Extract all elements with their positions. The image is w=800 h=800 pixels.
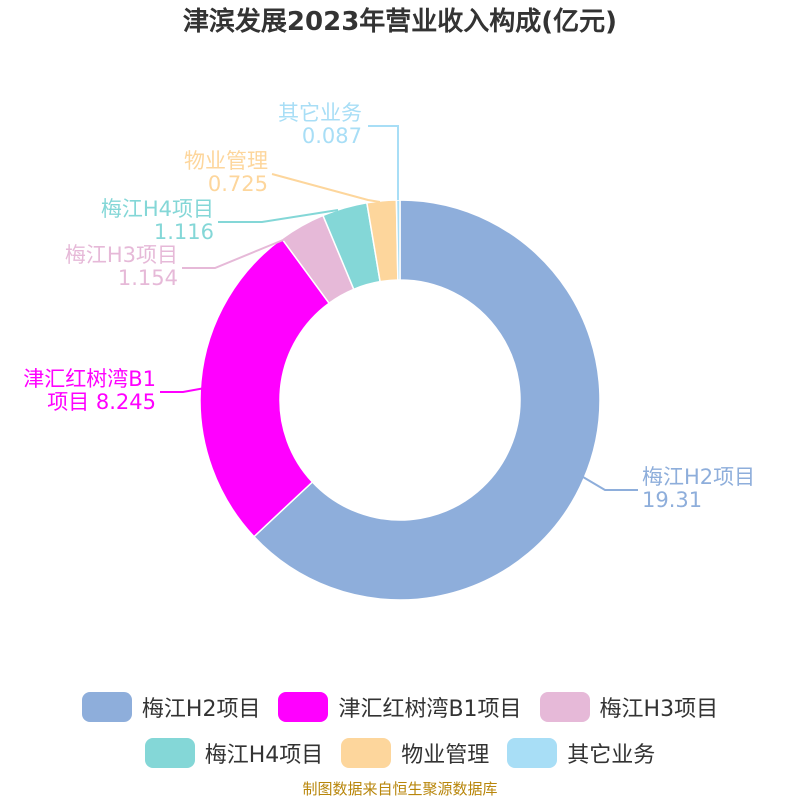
source-note: 制图数据来自恒生聚源数据库 <box>302 780 498 798</box>
legend-item-mj-h4[interactable]: 梅江H4项目 <box>144 737 324 769</box>
legend-label: 梅江H4项目 <box>204 743 324 768</box>
leader-line <box>182 237 289 269</box>
legend-swatch <box>539 692 590 722</box>
data-label-value: 1.116 <box>154 220 214 244</box>
data-label-name: 梅江H2项目 <box>642 465 755 489</box>
legend-item-mj-h2[interactable]: 梅江H2项目 <box>81 691 261 723</box>
legend-row-2: 梅江H4项目 物业管理 其它业务 <box>0 730 800 776</box>
legend-label: 其它业务 <box>567 743 656 768</box>
data-label-name: 梅江H4项目 <box>101 197 214 221</box>
legend-swatch <box>507 738 558 768</box>
donut-slice[interactable] <box>199 237 331 538</box>
leader-line <box>582 476 638 491</box>
legend-swatch <box>278 692 329 722</box>
leader-line <box>218 209 339 223</box>
legend-row-1: 梅江H2项目 津汇红树湾B1项目 梅江H3项目 <box>0 684 800 730</box>
legend-label: 物业管理 <box>401 743 490 768</box>
donut-slice[interactable] <box>252 199 601 601</box>
legend: 梅江H2项目 津汇红树湾B1项目 梅江H3项目 梅江H4项目 物业管理 其它业务 <box>0 684 800 776</box>
legend-label: 梅江H3项目 <box>599 697 719 722</box>
data-label-name: 物业管理 <box>184 149 268 173</box>
legend-swatch <box>81 692 132 722</box>
chart-title: 津滨发展2023年营业收入构成(亿元) <box>182 7 618 37</box>
data-label-value: 0.725 <box>208 172 268 196</box>
legend-label: 梅江H2项目 <box>141 697 261 722</box>
data-label-name: 其它业务 <box>278 101 362 125</box>
legend-item-other[interactable]: 其它业务 <box>507 737 655 769</box>
data-label-value: 项目 8.245 <box>47 390 156 414</box>
legend-swatch <box>144 738 195 768</box>
data-label-value: 0.087 <box>302 124 362 148</box>
donut-slice[interactable] <box>395 199 401 281</box>
leader-line <box>368 125 399 200</box>
legend-swatch <box>341 738 392 768</box>
data-label-name: 津汇红树湾B1 <box>23 367 156 391</box>
leader-line <box>160 387 206 393</box>
legend-item-b1[interactable]: 津汇红树湾B1项目 <box>278 691 522 723</box>
data-label-name: 梅江H3项目 <box>65 243 178 267</box>
data-label-value: 1.154 <box>118 266 178 290</box>
legend-label: 津汇红树湾B1项目 <box>338 697 522 722</box>
legend-item-mj-h3[interactable]: 梅江H3项目 <box>539 691 719 723</box>
legend-item-property[interactable]: 物业管理 <box>341 737 489 769</box>
leader-line <box>271 173 381 203</box>
data-label-value: 19.31 <box>642 488 702 512</box>
